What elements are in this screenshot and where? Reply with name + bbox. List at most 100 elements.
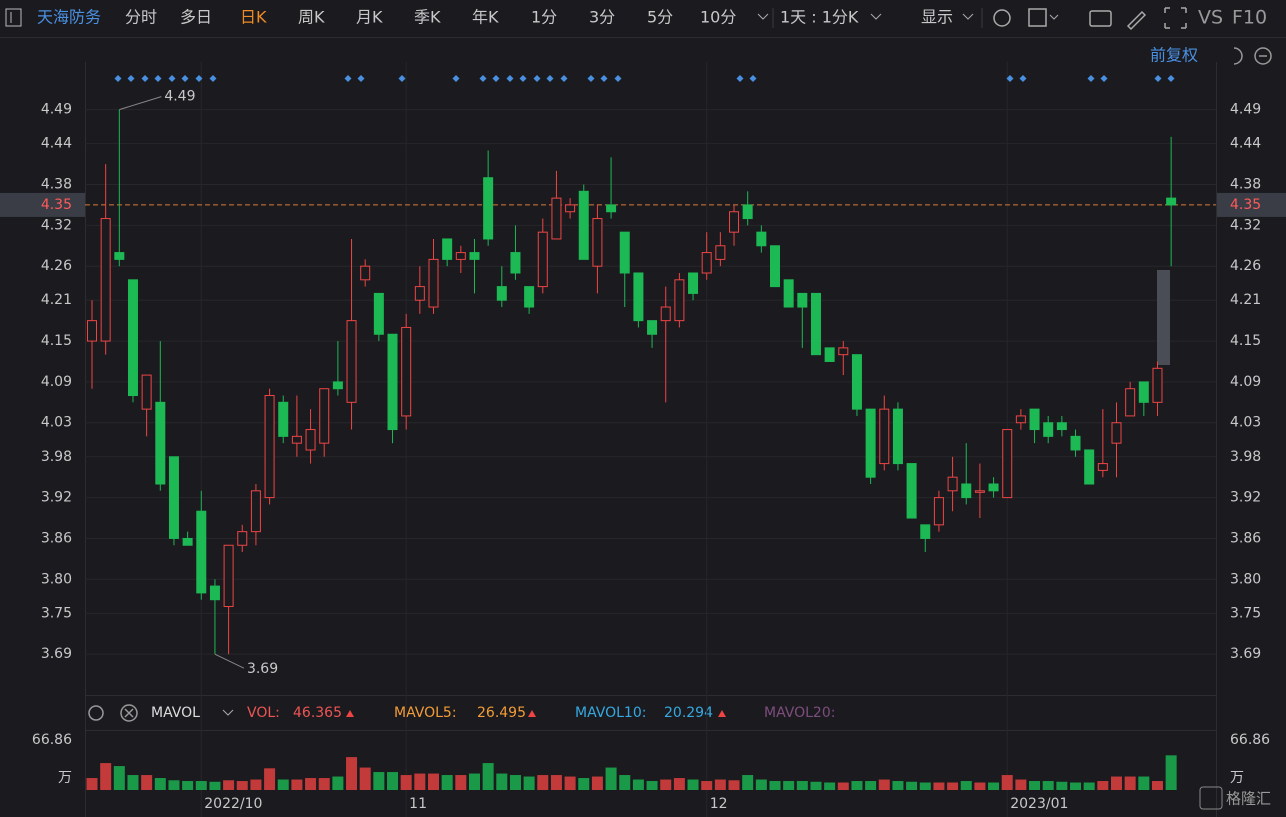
- volume-bar: [441, 775, 453, 790]
- event-marker[interactable]: [344, 75, 352, 82]
- period-select[interactable]: 1天 : 1分K: [780, 8, 859, 27]
- event-marker[interactable]: [1087, 75, 1095, 82]
- stock-name[interactable]: 天海防务: [37, 8, 101, 27]
- event-marker[interactable]: [114, 75, 122, 82]
- camera-icon[interactable]: [1089, 10, 1112, 27]
- candle-body: [1029, 408, 1040, 431]
- tab[interactable]: 年K: [472, 8, 499, 27]
- tab[interactable]: 季K: [414, 8, 441, 27]
- chevron[interactable]: [757, 13, 769, 20]
- event-marker[interactable]: [492, 75, 500, 82]
- volume-bar: [1124, 776, 1136, 790]
- event-marker[interactable]: [519, 75, 527, 82]
- candle-body: [469, 252, 480, 260]
- adjust-button[interactable]: 前复权: [1150, 46, 1198, 65]
- candle-body: [168, 456, 179, 539]
- indicator-close[interactable]: [120, 704, 138, 722]
- event-marker[interactable]: [533, 75, 541, 82]
- event-marker[interactable]: [560, 75, 568, 82]
- candle-body: [250, 490, 261, 533]
- vs-button[interactable]: VS: [1198, 7, 1223, 29]
- event-marker[interactable]: [506, 75, 514, 82]
- candle-body: [783, 279, 794, 308]
- volume-bar: [564, 776, 576, 790]
- volume-bar: [673, 778, 685, 790]
- volume-bar: [892, 781, 904, 790]
- volume-bar: [1029, 781, 1041, 790]
- candle-body: [346, 320, 357, 403]
- tab[interactable]: 10分: [700, 8, 736, 27]
- tab[interactable]: 5分: [647, 8, 673, 27]
- candle-body: [1002, 429, 1013, 499]
- indicator-settings[interactable]: [88, 705, 104, 721]
- min-label: 3.69: [247, 661, 278, 677]
- candle-body: [674, 279, 685, 322]
- volume-bar: [250, 779, 262, 790]
- settings-icon[interactable]: [993, 9, 1011, 27]
- event-marker[interactable]: [736, 75, 744, 82]
- event-marker[interactable]: [749, 75, 757, 82]
- event-marker[interactable]: [1167, 75, 1175, 82]
- tab[interactable]: 1分: [531, 8, 557, 27]
- event-marker[interactable]: [587, 75, 595, 82]
- event-marker[interactable]: [168, 75, 176, 82]
- y2-tick-label: 4.26: [1230, 258, 1261, 274]
- f10-button[interactable]: F10: [1232, 7, 1267, 29]
- tab[interactable]: 月K: [356, 8, 383, 27]
- ma5-value: 26.495: [477, 705, 526, 721]
- y2-tick-label: 4.49: [1230, 102, 1261, 118]
- chevron: [870, 13, 882, 20]
- x-tick-label: 11: [409, 796, 427, 812]
- candle-body: [933, 497, 944, 526]
- event-marker[interactable]: [357, 75, 365, 82]
- event-marker[interactable]: [1019, 75, 1027, 82]
- event-marker[interactable]: [154, 75, 162, 82]
- event-marker[interactable]: [600, 75, 608, 82]
- tab[interactable]: 日K: [240, 8, 267, 27]
- tab[interactable]: 3分: [589, 8, 615, 27]
- candle-body: [592, 218, 603, 267]
- ma10-label: MAVOL10:: [575, 705, 646, 721]
- fullscreen-icon[interactable]: [1164, 7, 1187, 29]
- tab[interactable]: 多日: [180, 8, 212, 27]
- volume-bar: [359, 767, 371, 790]
- volume-bar: [305, 778, 317, 790]
- zoom-out-icon[interactable]: [1254, 47, 1272, 65]
- y-tick-label: 3.98: [41, 449, 72, 465]
- ma10-value: 20.294: [664, 705, 713, 721]
- candle-body: [414, 286, 425, 301]
- volume-bar: [100, 763, 112, 790]
- candle-body: [947, 476, 958, 492]
- reset-icon[interactable]: [1233, 47, 1243, 65]
- event-marker[interactable]: [614, 75, 622, 82]
- pen-icon[interactable]: [1126, 10, 1147, 31]
- display-button[interactable]: 显示: [921, 8, 953, 27]
- event-marker[interactable]: [452, 75, 460, 82]
- candle-body: [305, 429, 316, 451]
- y-tick-label: 4.38: [41, 177, 72, 193]
- tab[interactable]: 周K: [298, 8, 325, 27]
- menu-icon[interactable]: [5, 8, 22, 27]
- vol-unit: 万: [58, 770, 72, 786]
- indicator-name[interactable]: MAVOL: [151, 705, 200, 721]
- event-marker[interactable]: [1006, 75, 1014, 82]
- leader-line: [214, 653, 245, 669]
- event-marker[interactable]: [1154, 75, 1162, 82]
- event-marker[interactable]: [127, 75, 135, 82]
- event-marker[interactable]: [398, 75, 406, 82]
- event-marker[interactable]: [141, 75, 149, 82]
- tab[interactable]: 分时: [125, 8, 157, 27]
- volume-bar: [332, 776, 344, 790]
- event-marker[interactable]: [479, 75, 487, 82]
- event-marker[interactable]: [1100, 75, 1108, 82]
- event-marker[interactable]: [181, 75, 189, 82]
- candle-body: [974, 490, 985, 493]
- event-marker[interactable]: [209, 75, 217, 82]
- event-marker[interactable]: [546, 75, 554, 82]
- draw-icon[interactable]: [1028, 8, 1047, 27]
- event-marker[interactable]: [195, 75, 203, 82]
- candle-body: [606, 204, 617, 213]
- vol-value: 46.365: [293, 705, 342, 721]
- volume-bar: [223, 780, 235, 790]
- candle-body: [565, 204, 576, 213]
